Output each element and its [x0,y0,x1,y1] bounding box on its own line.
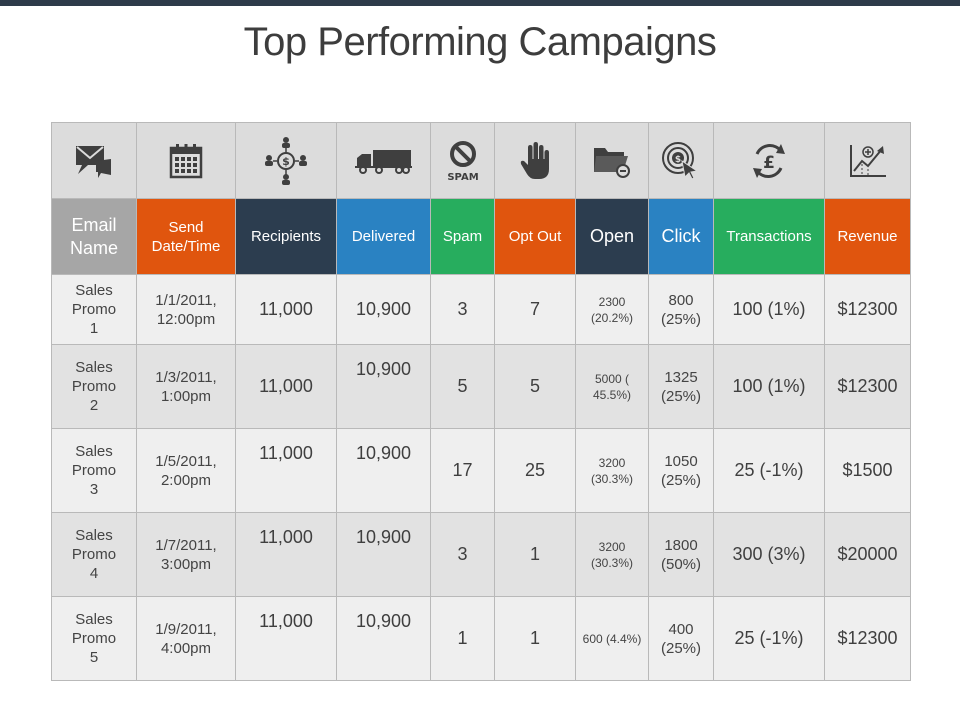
calendar-icon [136,122,236,199]
table-row: Sales Promo 3 1/5/2011, 2:00pm 11,000 10… [51,428,911,513]
cell-revenue: $12300 [824,596,911,681]
table-row: Sales Promo 5 1/9/2011, 4:00pm 11,000 10… [51,596,911,681]
campaign-table: $ [51,122,911,681]
cell-opt-out: 5 [494,344,576,429]
cell-spam: 1 [430,596,495,681]
cell-delivered: 10,900 [336,344,431,429]
col-header-send-date: Send Date/Time [136,198,236,275]
cell-email-name: Sales Promo 2 [51,344,137,429]
cell-click: 1800 (50%) [648,512,714,597]
cell-open: 5000 ( 45.5%) [575,344,649,429]
spam-icon-label: SPAM [447,172,478,183]
col-header-email-name: Email Name [51,198,137,275]
cell-send-date: 1/9/2011, 4:00pm [136,596,236,681]
icon-row: $ [51,122,911,199]
cell-transactions: 100 (1%) [713,344,825,429]
col-header-revenue: Revenue [824,198,911,275]
cell-send-date: 1/1/2011, 12:00pm [136,274,236,345]
growth-chart-icon [824,122,911,199]
cell-delivered: 10,900 [336,596,431,681]
svg-text:$: $ [282,155,290,168]
col-header-transactions: Transactions [713,198,825,275]
hand-icon [494,122,576,199]
cell-transactions: 300 (3%) [713,512,825,597]
cell-open: 2300 (20.2%) [575,274,649,345]
cell-revenue: $20000 [824,512,911,597]
cell-transactions: 25 (-1%) [713,428,825,513]
col-header-opt-out: Opt Out [494,198,576,275]
cell-open: 3200 (30.3%) [575,512,649,597]
network-icon: $ [235,122,337,199]
truck-icon [336,122,431,199]
col-header-delivered: Delivered [336,198,431,275]
cell-opt-out: 7 [494,274,576,345]
cell-recipients: 11,000 [235,274,337,345]
cell-open: 3200 (30.3%) [575,428,649,513]
cell-spam: 3 [430,512,495,597]
cell-opt-out: 1 [494,596,576,681]
cell-email-name: Sales Promo 5 [51,596,137,681]
cell-open: 600 (4.4%) [575,596,649,681]
cell-transactions: 100 (1%) [713,274,825,345]
cell-spam: 17 [430,428,495,513]
table-row: Sales Promo 2 1/3/2011, 1:00pm 11,000 10… [51,344,911,429]
cell-spam: 3 [430,274,495,345]
cell-email-name: Sales Promo 3 [51,428,137,513]
folder-icon [575,122,649,199]
col-header-spam: Spam [430,198,495,275]
cell-delivered: 10,900 [336,428,431,513]
cell-click: 800 (25%) [648,274,714,345]
spam-icon: SPAM [430,122,495,199]
cell-recipients: 11,000 [235,428,337,513]
cell-click: 1325 (25%) [648,344,714,429]
pound-exchange-icon: £ [713,122,825,199]
cell-email-name: Sales Promo 4 [51,512,137,597]
cell-email-name: Sales Promo 1 [51,274,137,345]
cell-click: 1050 (25%) [648,428,714,513]
cell-send-date: 1/5/2011, 2:00pm [136,428,236,513]
cell-transactions: 25 (-1%) [713,596,825,681]
svg-text:$: $ [675,155,681,165]
cell-revenue: $12300 [824,344,911,429]
header-row: Email Name Send Date/Time Recipients Del… [51,198,911,275]
cell-revenue: $1500 [824,428,911,513]
cell-revenue: $12300 [824,274,911,345]
cell-spam: 5 [430,344,495,429]
svg-text:£: £ [763,153,775,173]
page-title: Top Performing Campaigns [243,20,717,64]
cell-click: 400 (25%) [648,596,714,681]
cell-opt-out: 1 [494,512,576,597]
col-header-recipients: Recipients [235,198,337,275]
target-icon: $ [648,122,714,199]
table-row: Sales Promo 4 1/7/2011, 3:00pm 11,000 10… [51,512,911,597]
col-header-click: Click [648,198,714,275]
top-accent-bar [0,0,960,6]
cell-recipients: 11,000 [235,512,337,597]
cell-send-date: 1/3/2011, 1:00pm [136,344,236,429]
email-icon [51,122,137,199]
cell-delivered: 10,900 [336,512,431,597]
table-row: Sales Promo 1 1/1/2011, 12:00pm 11,000 1… [51,274,911,345]
cell-recipients: 11,000 [235,596,337,681]
cell-delivered: 10,900 [336,274,431,345]
col-header-open: Open [575,198,649,275]
cell-send-date: 1/7/2011, 3:00pm [136,512,236,597]
cell-recipients: 11,000 [235,344,337,429]
cell-opt-out: 25 [494,428,576,513]
